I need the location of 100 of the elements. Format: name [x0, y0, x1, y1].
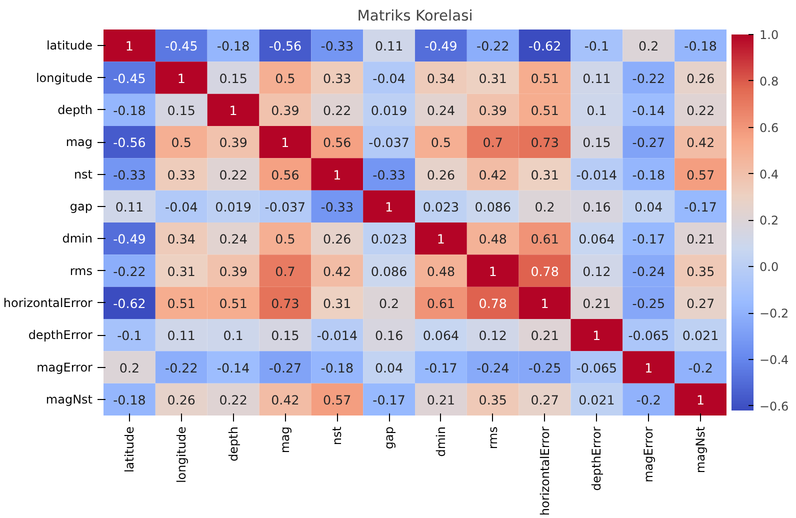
- data-label: -0.62: [528, 38, 562, 54]
- data-label: 0.51: [530, 102, 559, 118]
- data-label: -0.22: [113, 264, 146, 279]
- x-tick-label: dmin: [434, 426, 448, 457]
- data-label: 0.2: [119, 360, 140, 376]
- data-label: 0.086: [474, 199, 511, 214]
- chart-title: Matriks Korelasi: [357, 8, 473, 24]
- y-tick-label: nst: [74, 167, 93, 182]
- data-label: -0.18: [113, 102, 146, 118]
- data-label: -0.037: [264, 199, 306, 214]
- data-label: -0.22: [165, 360, 198, 376]
- data-label: 0.5: [430, 135, 452, 150]
- data-label: 0.15: [167, 102, 196, 118]
- data-label: 1: [385, 199, 394, 214]
- data-label: 0.7: [482, 135, 503, 150]
- data-label: 0.24: [426, 102, 456, 118]
- data-label: 0.73: [530, 135, 559, 150]
- color-bar-label: 0.8: [760, 74, 779, 88]
- data-label: 0.21: [426, 392, 456, 408]
- data-label: 1: [229, 102, 238, 118]
- data-label: -0.25: [528, 360, 562, 376]
- data-label: 0.73: [271, 296, 300, 311]
- color-bar-label: 0.0: [760, 260, 779, 274]
- data-label: 0.31: [478, 70, 507, 86]
- data-label: -0.33: [372, 167, 406, 182]
- data-label: 0.34: [167, 232, 196, 247]
- y-tick-label: magError: [36, 360, 93, 374]
- x-tick-label: longitude: [174, 426, 188, 484]
- data-label: -0.22: [476, 38, 510, 54]
- color-bar-label: 1.0: [760, 28, 779, 42]
- x-tick-label: nst: [330, 426, 344, 446]
- data-label: 0.39: [271, 102, 300, 118]
- x-tick-label: depthError: [590, 426, 604, 491]
- data-label: 0.78: [530, 264, 559, 279]
- data-label: -0.56: [113, 135, 146, 150]
- data-label: 0.11: [582, 70, 611, 86]
- data-label: 0.51: [530, 70, 559, 86]
- data-label: -0.25: [632, 296, 665, 311]
- data-label: -0.24: [632, 264, 665, 279]
- y-tick-label: horizontalError: [3, 296, 93, 310]
- data-label: -0.1: [117, 328, 142, 344]
- data-label: 0.5: [275, 70, 296, 86]
- data-label: 0.023: [422, 199, 460, 214]
- data-label: -0.04: [165, 199, 198, 214]
- data-label: 1: [177, 70, 186, 86]
- data-label: 0.42: [271, 392, 300, 408]
- data-label: 0.34: [426, 70, 456, 86]
- x-tick-label: depth: [226, 426, 240, 462]
- data-label: 1: [125, 38, 134, 54]
- data-label: -0.17: [684, 199, 717, 214]
- data-label: -0.45: [113, 70, 146, 86]
- data-label: 0.21: [530, 328, 559, 344]
- data-label: 0.48: [426, 264, 456, 279]
- x-tick-label: magNst: [694, 426, 708, 474]
- data-label: 0.21: [582, 296, 611, 311]
- data-label: -0.33: [320, 38, 354, 54]
- data-label: -0.33: [320, 199, 354, 214]
- data-label: 0.15: [219, 70, 248, 86]
- x-tick-label: rms: [486, 426, 500, 450]
- data-label: 0.48: [478, 232, 507, 247]
- y-tick-label: magNst: [46, 392, 93, 406]
- y-tick-label: gap: [70, 199, 93, 214]
- data-label: 0.39: [478, 102, 507, 118]
- data-label: 0.57: [323, 392, 352, 408]
- data-label: 0.064: [422, 328, 460, 344]
- data-label: 0.5: [275, 232, 296, 247]
- data-label: -0.18: [320, 360, 354, 376]
- data-label: 0.21: [686, 232, 715, 247]
- y-tick-label: rms: [70, 264, 93, 278]
- data-label: 0.33: [167, 167, 196, 182]
- data-label: -0.27: [268, 360, 302, 376]
- data-label: 0.15: [582, 135, 611, 150]
- data-label: 0.27: [686, 296, 715, 311]
- data-label: -0.014: [576, 167, 618, 182]
- data-label: 1: [281, 135, 290, 150]
- color-bar-label: 0.4: [760, 167, 779, 182]
- data-label: 0.39: [219, 135, 248, 150]
- data-label: 0.26: [167, 392, 196, 408]
- y-tick-label: depthError: [28, 328, 93, 342]
- data-label: 0.61: [530, 232, 559, 247]
- x-tick-label: horizontalError: [538, 426, 552, 516]
- data-label: 1: [436, 232, 445, 247]
- data-label: 1: [644, 360, 653, 376]
- data-label: 0.021: [578, 392, 615, 408]
- data-label: 0.26: [686, 70, 715, 86]
- data-label: 0.11: [167, 328, 196, 344]
- data-label: 0.27: [530, 392, 559, 408]
- data-label: 0.019: [215, 199, 252, 214]
- data-label: 0.1: [223, 328, 244, 344]
- data-label: 0.24: [219, 232, 248, 247]
- data-label: 0.2: [638, 38, 659, 54]
- data-label: -0.17: [372, 392, 406, 408]
- data-label: -0.45: [165, 38, 198, 54]
- color-bar-label: 0.6: [760, 120, 779, 135]
- data-label: -0.18: [216, 38, 250, 54]
- data-label: 0.12: [582, 264, 611, 279]
- data-label: -0.18: [684, 38, 717, 54]
- data-label: 0.31: [323, 296, 352, 311]
- data-label: 0.26: [426, 167, 456, 182]
- y-tick-label: longitude: [36, 70, 93, 85]
